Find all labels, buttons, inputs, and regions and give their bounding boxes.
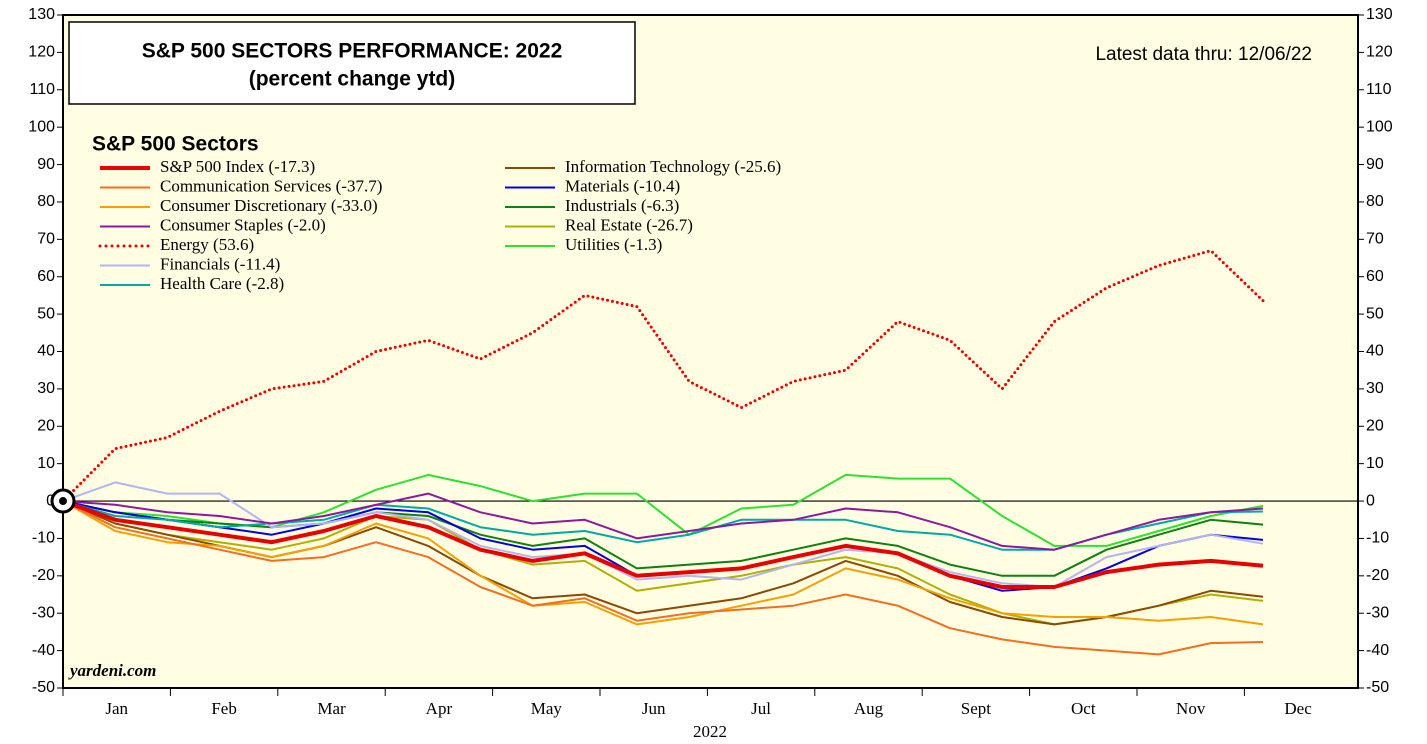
legend-label: Materials (-10.4) (565, 176, 680, 195)
x-axis-label: 2022 (693, 722, 727, 741)
legend-label: Utilities (-1.3) (565, 235, 662, 254)
y2-tick-label: -40 (1366, 642, 1389, 659)
y2-tick-label: 0 (1366, 492, 1375, 509)
y-tick-label: 70 (37, 231, 55, 248)
y-tick-label: 110 (29, 81, 55, 98)
annotation: Latest data thru: 12/06/22 (1095, 44, 1312, 65)
series-line (62, 500, 1264, 656)
legend-label: Financials (-11.4) (160, 254, 280, 273)
y-tick-label: 40 (37, 343, 55, 360)
y2-tick-label: 80 (1366, 193, 1384, 210)
x-tick-label: May (531, 699, 563, 718)
source: yardeni.com (68, 661, 156, 680)
y2-tick-label: -50 (1366, 679, 1389, 696)
legend-label: Communication Services (-37.7) (160, 176, 382, 195)
x-tick-label: Jan (105, 699, 128, 718)
y-tick-label: 90 (37, 156, 55, 173)
y-tick-label: 130 (28, 6, 55, 23)
x-tick-label: Sept (961, 699, 992, 718)
y2-tick-label: 50 (1366, 305, 1384, 322)
y2-tick-label: 100 (1366, 118, 1393, 135)
legend-label: Energy (53.6) (160, 235, 254, 254)
legend-label: Consumer Discretionary (-33.0) (160, 196, 378, 215)
series-line (62, 499, 1264, 589)
legend-label: Consumer Staples (-2.0) (160, 215, 326, 234)
legend-label: Industrials (-6.3) (565, 196, 679, 215)
title-box (68, 21, 636, 105)
y-tick-label: 30 (37, 380, 55, 397)
y2-tick-label: 40 (1366, 343, 1384, 360)
y2-tick-label: 110 (1366, 81, 1392, 98)
series-line (62, 500, 1264, 577)
y-tick-label: 80 (37, 193, 55, 210)
y-tick-label: -20 (32, 567, 55, 584)
x-tick-label: Mar (317, 699, 346, 718)
y-tick-label: 10 (37, 455, 55, 472)
y2-tick-label: 70 (1366, 231, 1384, 248)
y-tick-label: 100 (28, 118, 55, 135)
y2-tick-label: -10 (1366, 530, 1389, 547)
y2-tick-label: 90 (1366, 156, 1384, 173)
x-tick-label: Aug (854, 699, 884, 718)
legend-label: Real Estate (-26.7) (565, 215, 693, 234)
legend-label: Information Technology (-25.6) (565, 157, 781, 176)
legend-label: S&P 500 Index (-17.3) (160, 157, 315, 176)
origin-dot (59, 497, 67, 506)
legend-label: Health Care (-2.8) (160, 274, 284, 293)
y2-tick-label: 30 (1366, 380, 1384, 397)
y-tick-label: -30 (32, 604, 55, 621)
y-tick-label: 50 (37, 305, 55, 322)
x-tick-label: Jun (642, 699, 666, 718)
x-tick-label: Nov (1176, 699, 1206, 718)
legend-title: S&P 500 Sectors (92, 133, 259, 156)
y-tick-label: 20 (37, 417, 55, 434)
y2-tick-label: 20 (1366, 417, 1384, 434)
y2-tick-label: -20 (1366, 567, 1389, 584)
x-tick-label: Oct (1071, 699, 1096, 718)
y2-tick-label: 130 (1366, 6, 1393, 23)
y2-tick-label: -30 (1366, 604, 1389, 621)
x-tick-label: Apr (426, 699, 453, 718)
plot-area (62, 14, 1359, 689)
x-tick-label: Dec (1284, 699, 1312, 718)
chart-title: S&P 500 SECTORS PERFORMANCE: 2022 (142, 40, 563, 63)
y-tick-label: -10 (32, 530, 55, 547)
y-tick-label: -50 (32, 679, 55, 696)
y2-tick-label: 10 (1366, 455, 1384, 472)
x-tick-label: Feb (211, 699, 237, 718)
y2-tick-label: 120 (1366, 44, 1393, 61)
chart-subtitle: (percent change ytd) (249, 68, 456, 91)
series-line (61, 249, 1265, 503)
x-tick-label: Jul (751, 699, 771, 718)
y-tick-label: 120 (28, 44, 55, 61)
series-line (62, 500, 1264, 626)
y-tick-label: -40 (32, 642, 55, 659)
y2-tick-label: 60 (1366, 268, 1384, 285)
y-tick-label: 60 (37, 268, 55, 285)
series-line (62, 492, 1264, 551)
